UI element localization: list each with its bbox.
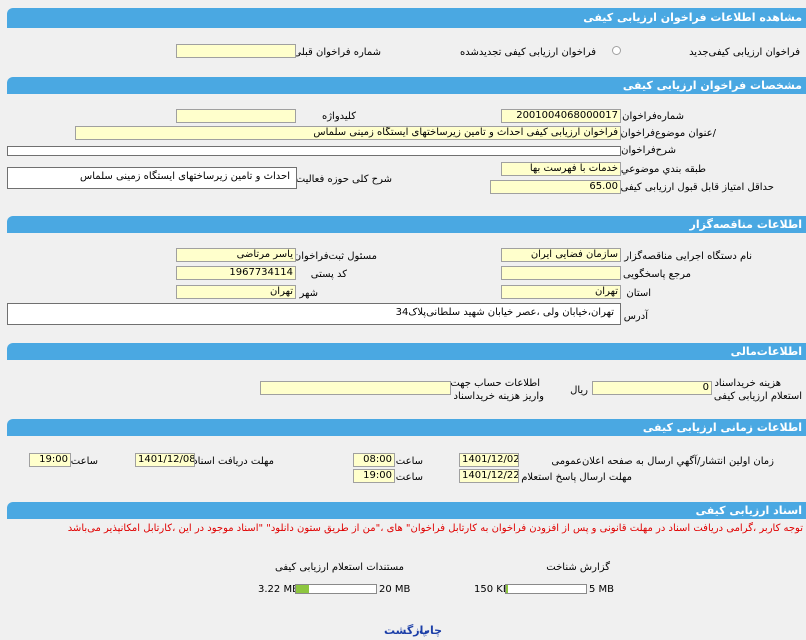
inquiry-progress-fill (296, 585, 309, 593)
registrar-label: مسئول ثبت‌فراخوان (293, 251, 377, 262)
scope-field: احداث و تامین زیرساختهای ایستگاه زمینی س… (7, 167, 297, 189)
address-label: آدرس (623, 311, 648, 322)
section-finance-header: اطلاعات‌مالی (7, 343, 806, 360)
back-link[interactable]: بازگشت (384, 624, 428, 637)
docs-notice: توجه کاربر ،گرامی دریافت اسناد در مهلت ق… (67, 523, 803, 534)
province-label: استان (626, 288, 651, 299)
agency-field: سازمان فضایی ایران (501, 248, 621, 262)
renewed-call-label: فراخوان ارزیابی کیفی تجدیدشده (459, 47, 596, 58)
page-header: مشاهده اطلاعات فراخوان ارزیابی کیفی (7, 8, 806, 28)
fee-label-2: استعلام ارزیابی کیفی (713, 391, 802, 402)
inquiry-progress-bar (295, 584, 377, 594)
inquiry-size: 3.22 MB (258, 584, 299, 595)
renewed-call-radio[interactable] (612, 46, 621, 55)
reference-field (501, 266, 621, 280)
description-field (7, 146, 621, 156)
account-label-2: واریز هزینه خرید‌اسناد (453, 391, 544, 402)
min-score-field: 65.00 (490, 180, 621, 194)
report-progress-fill (506, 585, 509, 593)
postal-code-label: کد پستی (310, 269, 347, 280)
section-spec-header: مشخصات فراخوان ارزیابی کیفی (7, 77, 806, 94)
print-link[interactable]: چاپ (419, 624, 443, 637)
inquiry-limit: 20 MB (379, 584, 411, 595)
report-limit: 5 MB (589, 584, 615, 595)
fee-label: هزینه خرید‌اسناد (714, 378, 781, 389)
section-org-header: اطلاعات مناقصه‌گزار (7, 216, 806, 233)
receive-time-label: ساعت (70, 456, 98, 467)
address-field: تهران،خیابان ولی ،عصر خیابان شهید سلطانی… (7, 303, 621, 325)
account-label: اطلاعات حساب جهت (450, 378, 540, 389)
province-field: تهران (501, 285, 621, 299)
prev-number-label: شماره فراخوان قبلی (293, 47, 381, 58)
publish-date-field: 1401/12/02 (459, 453, 519, 467)
fee-field: 0 (592, 381, 712, 395)
new-call-label: فراخوان ارزیابی کیفی‌جدید (689, 47, 800, 58)
call-number-label: شماره‌فراخوان (622, 111, 684, 122)
report-size: 150 KB (474, 584, 510, 595)
report-progress-bar (505, 584, 587, 594)
inquiry-label: مستندات استعلام ارزیابی کیفی (274, 562, 404, 573)
category-field: خدمات با فهرست بها (501, 162, 621, 176)
subject-field: فراخوان ارزیابی کیفی احداث و تامین زیرسا… (75, 126, 621, 140)
prev-number-field[interactable] (176, 44, 296, 58)
description-label: شرح‌فراخوان (621, 145, 676, 156)
reference-label: مرجع پاسخگویی (622, 269, 691, 280)
postal-code-field: 1967734114 (176, 266, 296, 280)
call-number-field: 2001004068000017 (501, 109, 621, 123)
deadline-time-field: 19:00 (353, 469, 395, 483)
publish-label: زمان اولین انتشار/آگهي ارسال به صفحه اعل… (551, 456, 774, 467)
category-label: طبقه بندي موضوعي (620, 164, 706, 175)
registrar-field: یاسر مرتاضی (176, 248, 296, 262)
keyword-field (176, 109, 296, 123)
city-label: شهر (299, 288, 318, 299)
deadline-date-field: 1401/12/22 (459, 469, 519, 483)
deadline-time-label: ساعت (395, 472, 423, 483)
section-timing-header: اطلاعات زمانی ارزیابی کیفی (7, 419, 806, 436)
city-field: تهران (176, 285, 296, 299)
agency-label: نام دستگاه اجرایی مناقصه‌گزار (624, 251, 752, 262)
receive-time-field: 19:00 (29, 453, 71, 467)
section-docs-header: اسناد ارزیابی کیفی (7, 502, 806, 519)
receive-label: مهلت دریافت اسناد (193, 456, 274, 467)
keyword-label: کلیدواژه (321, 111, 356, 122)
fee-unit: ریال (570, 385, 588, 396)
publish-time-label: ساعت (395, 456, 423, 467)
publish-time-field: 08:00 (353, 453, 395, 467)
report-label: گزارش شناخت (546, 562, 610, 573)
receive-date-field: 1401/12/08 (135, 453, 195, 467)
min-score-label: حداقل امتیاز قابل قبول ارزیابی کیفی (620, 182, 774, 193)
account-field (260, 381, 451, 395)
deadline-label: مهلت ارسال پاسخ استعلام (521, 472, 632, 483)
subject-label: /عنوان موضوع‌فراخوان (620, 128, 716, 139)
scope-label: شرح کلی حوزه فعالیت (295, 174, 392, 185)
